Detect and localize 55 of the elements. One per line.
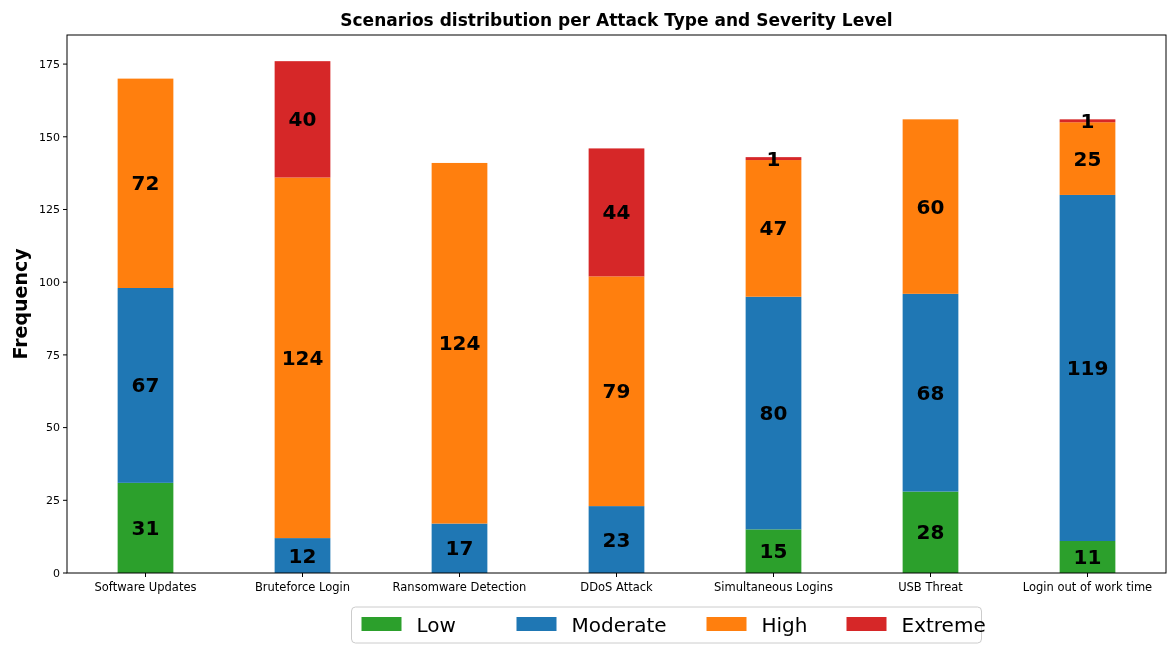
- data-label: 11: [1073, 545, 1102, 570]
- data-label: 124: [438, 331, 481, 356]
- legend-label: Extreme: [901, 613, 986, 637]
- data-label: 80: [759, 401, 788, 426]
- legend-label: High: [761, 613, 808, 637]
- data-label: 47: [759, 216, 788, 241]
- data-label: 60: [916, 194, 945, 219]
- data-label: 28: [916, 520, 945, 545]
- chart-title: Scenarios distribution per Attack Type and Severity Level: [340, 10, 893, 30]
- bar: [588, 276, 645, 507]
- bar: [1059, 194, 1116, 542]
- y-tick-label: 0: [53, 566, 60, 580]
- data-label: 17: [445, 536, 474, 561]
- data-label: 15: [759, 539, 788, 564]
- data-label: 40: [288, 107, 317, 132]
- y-tick-label: 75: [46, 348, 60, 362]
- data-label: 25: [1073, 146, 1102, 171]
- x-tick-label: Ransomware Detection: [392, 580, 527, 594]
- y-tick-label: 175: [39, 57, 60, 71]
- data-label: 124: [281, 345, 324, 370]
- bar: [117, 482, 174, 573]
- bar: [745, 296, 802, 530]
- bar: [902, 491, 959, 573]
- x-tick-label: USB Threat: [898, 580, 964, 594]
- legend-label: Moderate: [571, 613, 667, 637]
- data-label: 72: [131, 171, 160, 196]
- bar: [902, 293, 959, 492]
- y-tick-label: 25: [46, 494, 60, 508]
- bar: [588, 148, 645, 277]
- data-label: 12: [288, 543, 317, 568]
- data-label: 79: [602, 379, 631, 404]
- data-label: 67: [131, 373, 160, 398]
- bar: [117, 288, 174, 483]
- bar: [588, 506, 645, 573]
- y-tick-label: 150: [39, 130, 60, 144]
- y-tick-label: 125: [39, 203, 60, 217]
- data-label: 68: [916, 380, 945, 405]
- legend-label: Low: [416, 613, 456, 637]
- x-tick-label: Login out of work time: [1022, 580, 1153, 594]
- y-tick-label: 50: [46, 421, 60, 435]
- bar: [902, 119, 959, 294]
- bar: [274, 177, 331, 539]
- data-label: 31: [131, 515, 160, 540]
- bar: [274, 61, 331, 178]
- data-label: 23: [602, 527, 631, 552]
- y-axis-title: Frequency: [9, 247, 31, 360]
- bar: [431, 162, 488, 524]
- x-tick-label: Bruteforce Login: [254, 580, 351, 594]
- data-label: 44: [602, 200, 631, 225]
- y-tick-label: 100: [39, 276, 60, 290]
- x-tick-label: DDoS Attack: [580, 580, 654, 594]
- x-tick-label: Simultaneous Logins: [713, 580, 834, 594]
- bar: [117, 78, 174, 289]
- x-tick-label: Software Updates: [94, 580, 197, 594]
- data-label: 119: [1066, 355, 1109, 380]
